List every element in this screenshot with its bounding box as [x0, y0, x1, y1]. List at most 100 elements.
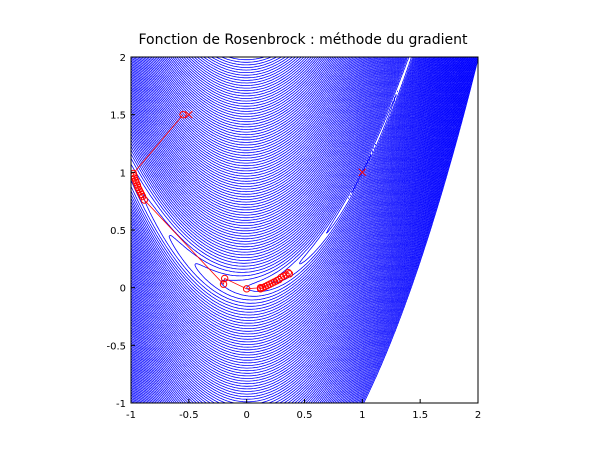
- contour-line: [131, 57, 421, 316]
- contour-line: [131, 57, 470, 403]
- contour-line: [131, 57, 475, 403]
- contour-line: [131, 57, 476, 403]
- x-tick-label: 2: [475, 410, 481, 421]
- contour-line: [131, 57, 448, 403]
- x-tick-label: 1: [359, 410, 365, 421]
- contour-line: [131, 57, 456, 403]
- contour-line: [194, 57, 417, 301]
- contour-line: [131, 57, 419, 310]
- contour-line: [131, 57, 461, 403]
- contour-lines: [131, 57, 478, 403]
- contour-line: [131, 57, 467, 403]
- contour-line: [131, 57, 462, 403]
- contour-line: [131, 57, 476, 403]
- y-tick-label: -1: [116, 399, 126, 410]
- contour-line: [131, 57, 445, 392]
- contour-line: [131, 57, 439, 374]
- y-tick-label: 0: [120, 284, 126, 295]
- iterate-point: [284, 268, 293, 277]
- contour-line: [326, 90, 398, 234]
- contour-line: [131, 57, 422, 319]
- x-marker: [184, 110, 193, 119]
- contour-line: [131, 57, 436, 364]
- x-tick-label: 0.5: [297, 410, 313, 421]
- contour-line: [131, 57, 446, 398]
- contour-line: [131, 57, 463, 403]
- contour-line: [131, 57, 438, 372]
- contour-line: [131, 57, 459, 403]
- contour-line: [131, 57, 420, 313]
- contour-line: [348, 143, 376, 199]
- contour-line: [131, 57, 426, 332]
- contour-line: [131, 57, 425, 327]
- contour-line: [363, 59, 478, 403]
- contour-line: [131, 57, 468, 403]
- contour-line: [131, 57, 460, 403]
- iterate-point: [220, 274, 229, 283]
- contour-line: [131, 57, 453, 403]
- contour-line: [131, 57, 474, 403]
- x-tick-label: 0: [243, 410, 249, 421]
- iterate-point: [285, 270, 294, 278]
- contour-line: [131, 57, 423, 321]
- contour-line: [131, 57, 465, 403]
- contour-line: [131, 57, 424, 324]
- contour-line: [131, 57, 445, 395]
- contour-line: [131, 57, 458, 403]
- contour-line: [131, 57, 474, 403]
- gradient-path: [131, 110, 367, 293]
- contour-line: [131, 57, 429, 340]
- contour-line: [131, 57, 438, 369]
- contour-line: [131, 57, 471, 403]
- x-tick-label: 1.5: [412, 410, 428, 421]
- contour-line: [131, 57, 430, 345]
- contour-line: [131, 57, 442, 385]
- contour-line: [246, 57, 415, 292]
- contour-line: [131, 57, 459, 403]
- contour-line: [131, 57, 434, 356]
- contour-line: [131, 57, 457, 403]
- chart-title: Fonction de Rosenbrock : méthode du grad…: [139, 32, 468, 48]
- iterate-point: [140, 196, 149, 204]
- contour-line: [131, 57, 442, 382]
- y-tick-label: -0.5: [106, 341, 126, 352]
- iterate-point: [275, 275, 283, 284]
- contour-line: [142, 57, 418, 307]
- contour-line: [131, 57, 450, 403]
- iterate-point: [138, 192, 147, 201]
- y-tick-label: 1.5: [110, 111, 126, 122]
- contour-line: [299, 57, 412, 265]
- contour-line: [131, 57, 425, 329]
- contour-line: [131, 57, 478, 403]
- x-marker: [358, 168, 367, 177]
- contour-line: [131, 57, 430, 343]
- contour-line: [131, 57, 448, 403]
- contour-line: [131, 57, 454, 403]
- y-tick-label: 2: [120, 53, 126, 64]
- contour-line: [131, 57, 431, 348]
- contour-line: [131, 57, 463, 403]
- contour-line: [131, 57, 432, 351]
- iterate-point: [179, 110, 187, 119]
- y-tick-label: 0.5: [110, 226, 126, 237]
- contour-line: [131, 57, 428, 337]
- contour-line: [131, 57, 452, 403]
- y-tick-label: 1: [120, 168, 126, 179]
- contour-line: [131, 57, 468, 403]
- x-tick-label: -0.5: [179, 410, 199, 421]
- contour-line: [131, 57, 435, 361]
- contour-line: [131, 57, 466, 403]
- x-axis: -1 -0.5 0 0.5 1 1.5 2: [126, 399, 481, 421]
- x-tick-label: -1: [126, 410, 136, 421]
- contour-line: [131, 57, 470, 403]
- contour-line: [131, 57, 451, 403]
- contour-line: [131, 57, 447, 400]
- contour-line: [131, 57, 433, 353]
- contour-line: [131, 57, 464, 403]
- contour-line: [131, 57, 455, 403]
- contour-line: [131, 57, 472, 403]
- y-axis: -1 -0.5 0 0.5 1 1.5 2: [106, 53, 135, 410]
- contour-line: [272, 57, 414, 283]
- contour-line: [131, 57, 478, 403]
